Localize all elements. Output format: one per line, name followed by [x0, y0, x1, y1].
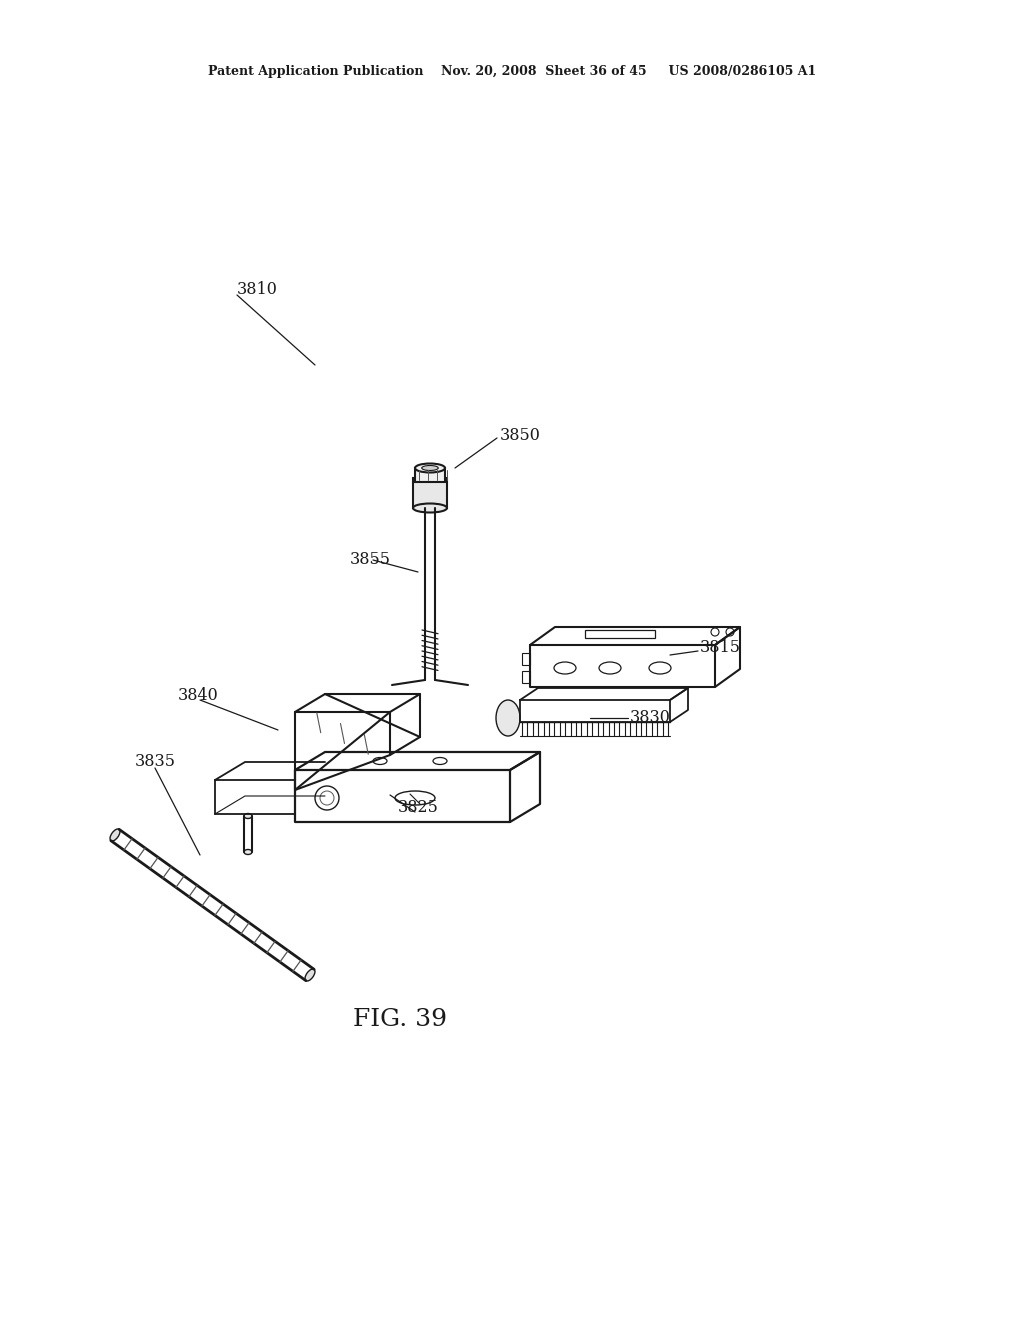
Ellipse shape: [496, 700, 520, 737]
Ellipse shape: [599, 663, 621, 675]
Text: Patent Application Publication    Nov. 20, 2008  Sheet 36 of 45     US 2008/0286: Patent Application Publication Nov. 20, …: [208, 66, 816, 78]
FancyBboxPatch shape: [413, 478, 447, 508]
FancyBboxPatch shape: [585, 630, 655, 638]
Bar: [522, 653, 530, 665]
Ellipse shape: [305, 969, 315, 981]
Text: FIG. 39: FIG. 39: [353, 1008, 447, 1031]
Circle shape: [711, 628, 719, 636]
Ellipse shape: [433, 758, 447, 764]
Ellipse shape: [649, 663, 671, 675]
Text: 3840: 3840: [178, 686, 219, 704]
Text: 3855: 3855: [350, 552, 391, 569]
Ellipse shape: [554, 663, 575, 675]
Circle shape: [315, 785, 339, 810]
Ellipse shape: [395, 791, 435, 805]
Circle shape: [726, 628, 734, 636]
Text: 3835: 3835: [135, 754, 176, 771]
Ellipse shape: [244, 850, 252, 854]
Ellipse shape: [373, 758, 387, 764]
Text: 3815: 3815: [700, 639, 741, 656]
Ellipse shape: [422, 466, 438, 470]
Text: 3825: 3825: [397, 800, 438, 817]
Circle shape: [319, 791, 334, 805]
Ellipse shape: [413, 503, 447, 512]
Text: 3830: 3830: [630, 710, 671, 726]
Bar: [522, 671, 530, 682]
Text: 3850: 3850: [500, 426, 541, 444]
Ellipse shape: [110, 829, 120, 841]
Text: 3810: 3810: [237, 281, 278, 298]
Ellipse shape: [244, 813, 252, 818]
FancyBboxPatch shape: [415, 469, 445, 482]
Ellipse shape: [415, 463, 445, 473]
